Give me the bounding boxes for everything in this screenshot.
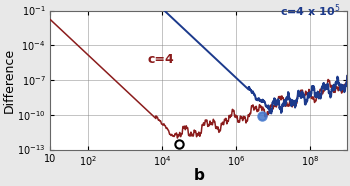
X-axis label: b: b	[194, 168, 204, 183]
Text: c=4: c=4	[147, 53, 174, 66]
Text: c=4 x 10$^5$: c=4 x 10$^5$	[280, 3, 340, 19]
Y-axis label: Difference: Difference	[3, 47, 16, 113]
